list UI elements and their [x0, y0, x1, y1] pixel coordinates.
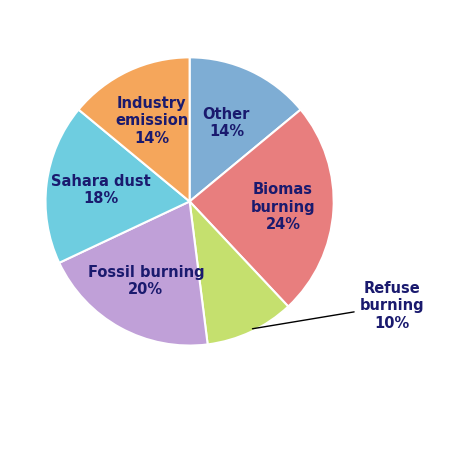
- Text: Industry
emission
14%: Industry emission 14%: [115, 96, 188, 146]
- Wedge shape: [190, 109, 334, 307]
- Wedge shape: [190, 201, 288, 345]
- Wedge shape: [190, 57, 301, 201]
- Text: Other
14%: Other 14%: [203, 107, 250, 139]
- Text: Sahara dust
18%: Sahara dust 18%: [51, 174, 151, 207]
- Text: Biomas
burning
24%: Biomas burning 24%: [251, 182, 315, 232]
- Text: Refuse
burning
10%: Refuse burning 10%: [253, 281, 424, 330]
- Text: Fossil burning
20%: Fossil burning 20%: [88, 265, 204, 297]
- Wedge shape: [46, 109, 190, 263]
- Wedge shape: [79, 57, 190, 201]
- Wedge shape: [59, 201, 208, 346]
